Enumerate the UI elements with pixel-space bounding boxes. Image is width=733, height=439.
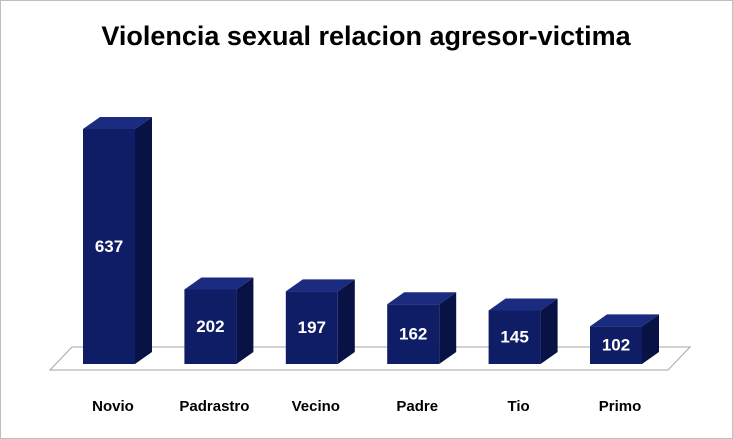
bar-side	[337, 279, 355, 364]
x-tick-label: Primo	[599, 398, 642, 415]
bar	[184, 289, 237, 364]
bar	[488, 310, 541, 364]
bar-side	[540, 298, 558, 364]
bar-top	[387, 292, 457, 305]
bar	[590, 326, 642, 364]
value-label: 637	[95, 237, 123, 256]
bar-top	[285, 279, 355, 292]
x-tick-label: Novio	[92, 398, 134, 415]
bar	[83, 129, 135, 364]
bar-top	[184, 277, 254, 290]
value-label: 145	[500, 328, 528, 347]
value-label: 102	[602, 336, 630, 355]
value-label: 162	[399, 325, 427, 344]
bar-top	[83, 117, 152, 129]
bar-top	[590, 314, 659, 327]
x-tick-label: Padre	[396, 398, 438, 415]
bar-side	[642, 314, 659, 364]
bar-side	[439, 292, 457, 364]
bar-top	[488, 298, 558, 311]
x-tick-label: Tio	[507, 398, 529, 415]
bar-side	[236, 277, 254, 364]
value-label: 197	[298, 318, 326, 337]
x-tick-label: Vecino	[292, 398, 340, 415]
chart-title: Violencia sexual relacion agresor-victim…	[101, 21, 631, 51]
bar-side	[135, 117, 152, 364]
bar	[387, 304, 440, 364]
bar	[285, 291, 338, 364]
value-label: 202	[196, 317, 224, 336]
x-tick-label: Padrastro	[179, 398, 249, 415]
